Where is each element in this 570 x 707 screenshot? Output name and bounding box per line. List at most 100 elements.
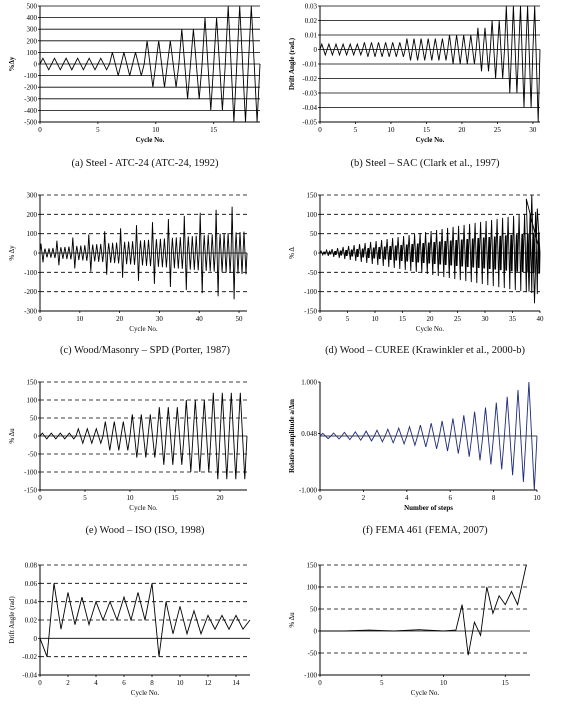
y-tick-label: 100: [307, 584, 318, 592]
x-tick-label: 4: [405, 494, 409, 502]
x-axis-label: Cycle No.: [416, 136, 445, 144]
y-tick-label: 0.02: [25, 617, 38, 625]
caption-f: (f) FEMA 461 (FEMA, 2007): [362, 525, 488, 536]
y-axis-label: % Δu: [8, 428, 16, 444]
x-tick-label: 2: [362, 494, 366, 502]
y-tick-label: 0.04: [25, 598, 38, 606]
x-tick-label: 0: [38, 126, 42, 134]
y-tick-label: 200: [27, 211, 38, 219]
y-tick-label: 0.08: [25, 562, 38, 570]
chart-e: -150 -100 -50 0 50 100 150 0 5 10 15 20 Cycle No. % Δ…: [8, 379, 248, 512]
chart-h: -100 -50 0 50 100 150 0 5 10 15 Cycle No. % Δu: [288, 562, 530, 697]
y-tick-label: 0: [34, 61, 38, 69]
y-tick-label: -0.04: [22, 672, 37, 680]
y-tick-label: -50: [308, 269, 318, 277]
x-tick-label: 10: [177, 679, 185, 687]
y-tick-label: 50: [310, 230, 318, 238]
y-tick-label: 400: [27, 14, 38, 22]
x-tick-label: 10: [372, 315, 380, 323]
x-tick-label: 10: [387, 126, 395, 134]
caption-c: (c) Wood/Masonry – SPD (Porter, 1987): [59, 345, 231, 356]
y-tick-label: 100: [27, 49, 38, 57]
y-tick-label: 150: [27, 379, 38, 387]
y-tick-label: -100: [24, 469, 37, 477]
y-tick-label: -500: [24, 119, 37, 127]
x-tick-label: 5: [83, 494, 87, 502]
x-tick-label: 50: [236, 315, 244, 323]
x-tick-label: 6: [448, 494, 452, 502]
x-tick-label: 8: [492, 494, 496, 502]
y-tick-label: 200: [27, 37, 38, 45]
x-tick-label: 40: [196, 315, 204, 323]
x-tick-label: 15: [502, 679, 510, 687]
x-tick-label: 4: [94, 679, 98, 687]
series-line: [320, 564, 527, 656]
x-tick-label: 2: [66, 679, 70, 687]
y-tick-label: -150: [24, 487, 37, 495]
y-tick-label: -400: [24, 107, 37, 115]
x-tick-label: 10: [152, 126, 160, 134]
x-tick-label: 5: [96, 126, 100, 134]
x-tick-label: 35: [509, 315, 517, 323]
x-tick-label: 30: [482, 315, 490, 323]
x-tick-label: 10: [127, 494, 135, 502]
y-tick-label: -0.03: [302, 90, 317, 98]
y-tick-label: 0: [314, 46, 318, 54]
y-tick-label: 150: [307, 192, 318, 200]
y-tick-label: -0.02: [302, 75, 317, 83]
y-tick-label: 100: [307, 211, 318, 219]
chart-c: -300 -200 -100 0 100 200 300 0 10 20 30 40 50 Cycle N…: [8, 192, 248, 333]
x-tick-label: 25: [494, 126, 502, 134]
y-tick-label: 0: [314, 250, 318, 258]
y-axis-label: % Δu: [288, 612, 296, 628]
x-tick-label: 10: [440, 679, 448, 687]
x-axis-label: Cycle No.: [129, 325, 158, 333]
y-tick-label: 0.03: [305, 3, 318, 11]
x-axis-label: Cycle No.: [136, 136, 165, 144]
x-tick-label: 0: [38, 494, 42, 502]
y-tick-label: 0.01: [305, 32, 318, 40]
y-tick-label: 0.048: [301, 430, 317, 438]
x-tick-label: 14: [233, 679, 241, 687]
x-tick-label: 15: [210, 126, 218, 134]
y-tick-label: -100: [304, 672, 317, 680]
series-line: [319, 381, 538, 491]
y-tick-label: -0.04: [302, 104, 317, 112]
x-tick-label: 0: [318, 315, 322, 323]
x-tick-label: 15: [172, 494, 180, 502]
x-tick-label: 25: [454, 315, 462, 323]
x-axis-label: Number of steps: [404, 504, 453, 512]
series-line: [319, 5, 541, 123]
y-tick-label: -300: [24, 95, 37, 103]
y-tick-label: -50: [308, 650, 318, 658]
x-tick-label: 0: [38, 679, 42, 687]
y-tick-label: -150: [304, 308, 317, 316]
y-tick-label: 0.02: [305, 17, 318, 25]
y-axis-label: % Δy: [8, 245, 16, 261]
y-tick-label: -100: [24, 269, 37, 277]
y-tick-label: 0.06: [25, 580, 38, 588]
y-tick-label: -0.01: [302, 61, 317, 69]
x-tick-label: 0: [318, 494, 322, 502]
x-axis-label: Cycle No.: [411, 689, 440, 697]
x-tick-label: 10: [534, 494, 542, 502]
y-tick-label: -50: [28, 451, 38, 459]
y-tick-label: 0: [34, 250, 38, 258]
y-axis-label: %Δy: [8, 56, 16, 71]
x-tick-label: 10: [76, 315, 84, 323]
caption-a: (a) Steel - ATC-24 (ATC-24, 1992): [71, 158, 219, 169]
y-tick-label: -0.02: [22, 653, 37, 661]
y-tick-label: -200: [24, 288, 37, 296]
x-tick-label: 20: [217, 494, 225, 502]
x-tick-label: 30: [156, 315, 164, 323]
y-tick-label: -1.000: [299, 487, 318, 495]
chart-a: -500 -400 -300 -200 -100 0 100 200 300 400 500 0 5 10…: [8, 3, 261, 144]
y-tick-label: 1.000: [301, 379, 317, 387]
y-tick-label: 0: [34, 433, 38, 441]
caption-e: (e) Wood – ISO (ISO, 1998): [85, 525, 205, 536]
series-line: [39, 206, 248, 300]
caption-d: (d) Wood – CUREE (Krawinkler et al., 200…: [325, 345, 525, 356]
x-tick-label: 5: [346, 315, 350, 323]
x-tick-label: 12: [205, 679, 213, 687]
chart-f: -1.000 0.048 1.000 0 2 4 6 8 10 Number of steps Re…: [288, 379, 541, 513]
